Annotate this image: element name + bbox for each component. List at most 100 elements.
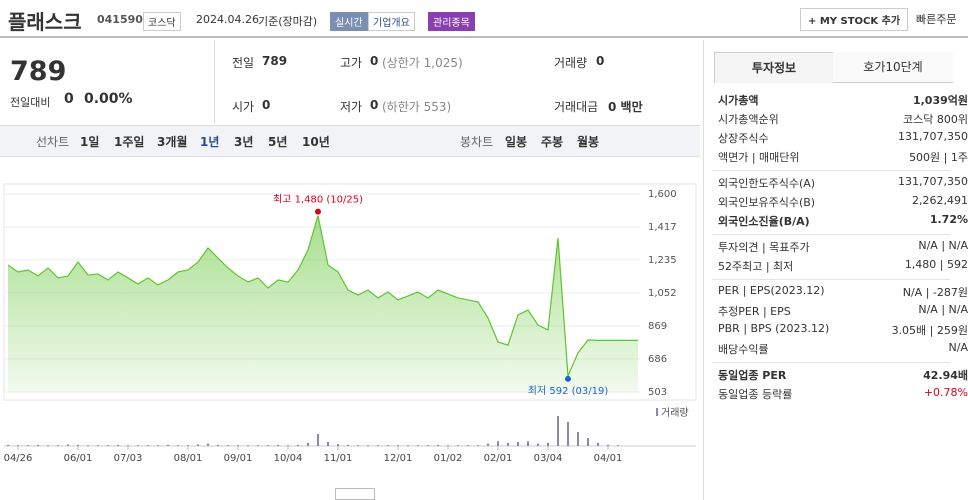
volume-bar [217, 444, 219, 446]
stock-code: 041590 [97, 13, 143, 26]
volume-bar [597, 442, 599, 446]
volume-bar [587, 438, 589, 446]
summary-label: 고가 [340, 56, 363, 70]
info-row: 추정PER | EPS N/A | N/A [718, 303, 968, 322]
volume-bar [507, 442, 509, 446]
volume-bar [227, 445, 229, 446]
tab[interactable]: 주봉 [541, 135, 564, 149]
volume-bar [557, 416, 559, 446]
volume-bar [17, 445, 19, 446]
badge[interactable]: 관리종목 [428, 12, 475, 31]
info-row: 동일업종 등락률 +0.78% [718, 386, 968, 405]
info-row: 52주최고 | 최저 1,480 | 592 [718, 258, 968, 277]
info-label: 추정PER | EPS [718, 305, 791, 318]
section-divider [712, 279, 950, 280]
volume-bar [617, 445, 619, 446]
divider [214, 40, 215, 124]
section-divider [712, 362, 950, 363]
info-label: 시가총액순위 [718, 113, 779, 126]
tab[interactable]: 1일 [80, 135, 100, 149]
y-tick-label: 1,600 [648, 189, 677, 200]
x-tick-label: 01/02 [434, 453, 463, 464]
summary-label: 시가 [232, 100, 255, 114]
volume-bar [187, 445, 189, 446]
change-label: 전일대비 [10, 96, 51, 109]
info-row: 외국인한도주식수(A) 131,707,350 [718, 175, 968, 194]
date: 2024.04.26 [196, 13, 259, 26]
info-label: 외국인보유주식수(B) [718, 196, 816, 209]
tab[interactable]: 1년 [200, 135, 220, 149]
info-label: 투자의견 | 목표주가 [718, 241, 810, 254]
badge[interactable]: 기업개요 [368, 12, 415, 31]
summary-value: 0 [596, 54, 605, 68]
tab[interactable]: 3년 [234, 135, 254, 149]
info-tab[interactable]: 호가10단계 [833, 52, 953, 83]
basis: 기준(장마감) [258, 15, 318, 28]
volume-bar [327, 442, 329, 446]
info-row: 동일업종 PER 42.94배 [718, 367, 968, 386]
low-marker [565, 375, 571, 382]
tab-label: 봉차트 [460, 135, 494, 149]
volume-bar [117, 444, 119, 446]
tab[interactable]: 월봉 [577, 135, 600, 149]
chart: 1,600 1,417 1,235 1,052 869 686 503 최고 1,480 (1… [3, 183, 697, 464]
summary-label: 저가 [340, 100, 363, 114]
volume-bar [347, 444, 349, 446]
x-tick-label: 03/04 [534, 453, 563, 464]
info-value: N/A | N/A [918, 239, 968, 252]
info-row: PBR | BPS (2023.12) 3.05배 | 259원 [718, 322, 968, 341]
y-tick-label: 1,052 [648, 288, 677, 299]
summary-label: 거래량 [554, 56, 588, 70]
y-tick-label: 1,235 [648, 255, 677, 266]
info-label: 배당수익률 [718, 343, 769, 356]
info-value: 1.72% [929, 213, 968, 226]
x-tick-label: 10/04 [274, 453, 303, 464]
collapse-button[interactable] [335, 488, 375, 500]
x-tick-label: 12/01 [384, 453, 413, 464]
tab[interactable]: 3개월 [157, 135, 188, 149]
info-row: 외국인소진율(B/A) 1.72% [718, 213, 968, 232]
my-stock-button[interactable]: + MY STOCK 추가 [800, 8, 909, 31]
volume-bar [367, 445, 369, 446]
quick-order[interactable]: 빠른주문 [916, 13, 957, 26]
y-tick-label: 503 [648, 387, 667, 398]
info-row: 투자의견 | 목표주가 N/A | N/A [718, 239, 968, 258]
info-row: 액면가 | 매매단위 500원 | 1주 [718, 149, 968, 168]
info-label: PBR | BPS (2023.12) [718, 322, 830, 335]
tab[interactable]: 일봉 [505, 135, 528, 149]
section-divider [712, 234, 950, 235]
info-tab[interactable]: 투자정보 [714, 52, 834, 83]
volume-bar [247, 445, 249, 446]
chart-tabs [0, 125, 700, 157]
volume-bar [487, 443, 489, 446]
tab[interactable]: 5년 [268, 135, 288, 149]
low-label: 최저 592 (03/19) [528, 385, 609, 397]
info-label: 동일업종 PER [718, 369, 787, 382]
volume-bar [207, 443, 209, 446]
tab[interactable]: 1주일 [114, 135, 145, 149]
badge[interactable]: 실시간 [330, 12, 368, 31]
section-divider [712, 170, 950, 171]
info-value: 131,707,350 [898, 130, 968, 143]
summary-label: 거래대금 [554, 100, 599, 114]
x-tick-label: 08/01 [174, 453, 203, 464]
volume-bar [377, 445, 379, 446]
volume-bar [387, 445, 389, 446]
x-tick-label: 04/01 [594, 453, 623, 464]
info-label: PER | EPS(2023.12) [718, 284, 825, 297]
info-value: N/A [948, 341, 968, 354]
info-row: 외국인보유주식수(B) 2,262,491 [718, 194, 968, 213]
tab[interactable]: 10년 [302, 135, 330, 149]
divider [703, 40, 704, 500]
info-value: 1,480 | 592 [904, 258, 968, 271]
volume-bar [497, 441, 499, 446]
volume-bar [337, 444, 339, 446]
y-tick-label: 686 [648, 354, 667, 365]
volume-bar [427, 445, 429, 446]
summary-value: 0 백만 [608, 100, 643, 114]
volume-bar [577, 432, 579, 446]
volume-bar [547, 442, 549, 446]
info-value: 131,707,350 [898, 175, 968, 188]
volume-bar [37, 444, 39, 446]
